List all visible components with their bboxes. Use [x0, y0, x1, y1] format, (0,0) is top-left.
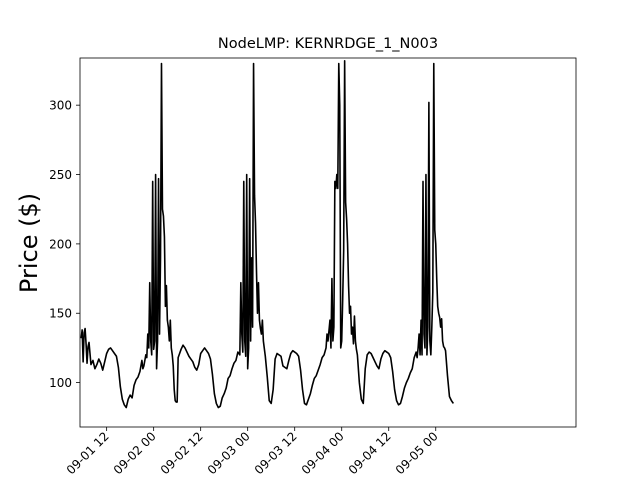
y-tick-label: 300: [49, 99, 72, 113]
chart-title: NodeLMP: KERNRDGE_1_N003: [218, 36, 438, 52]
plot-frame: [79, 57, 577, 428]
plot-area: [80, 59, 455, 409]
y-axis: 100 150 200 250 300: [49, 99, 80, 390]
y-tick-label: 200: [49, 237, 72, 251]
y-tick-label: 250: [49, 168, 72, 182]
y-tick-label: 100: [49, 376, 72, 390]
y-axis-label: Price ($): [15, 193, 43, 293]
series-line-0: [80, 59, 455, 409]
y-tick-label: 150: [49, 307, 72, 321]
